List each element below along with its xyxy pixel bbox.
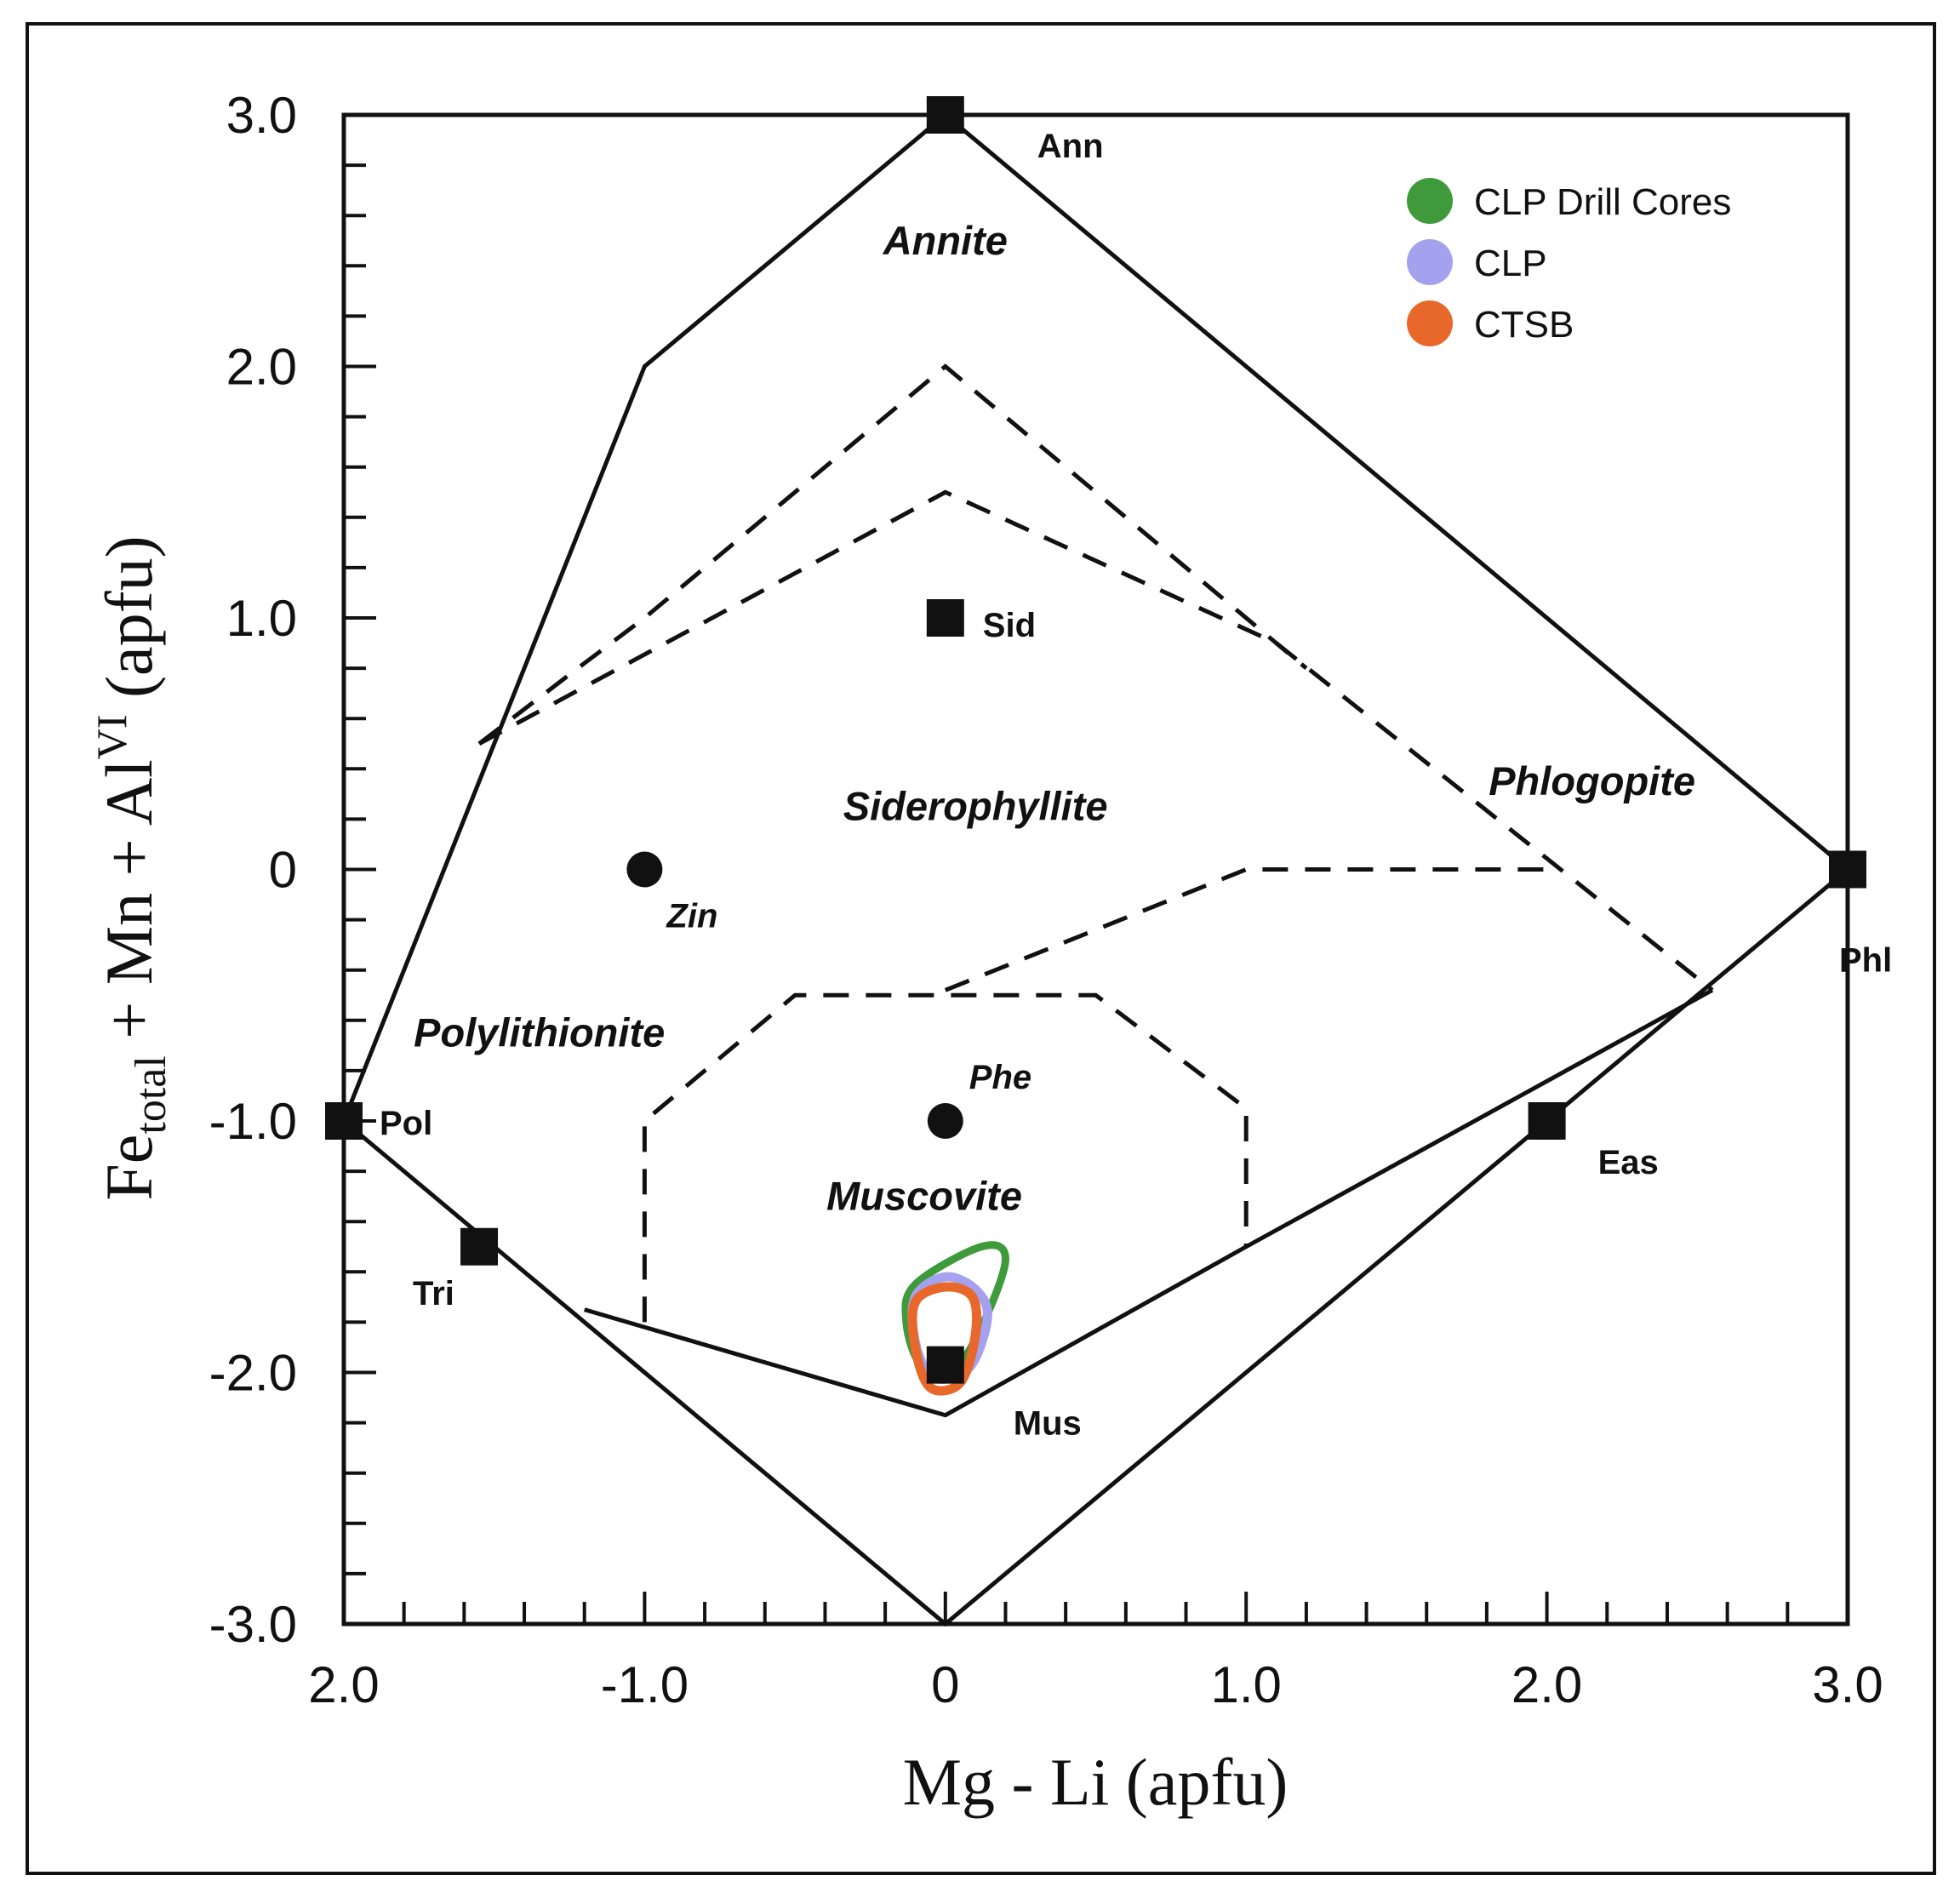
y-tick-label: -2.0: [209, 1345, 297, 1402]
dashed-boundary: [944, 867, 1547, 992]
x-tick-label: 0: [931, 1656, 959, 1713]
series-envelope-ctsb: [907, 1282, 982, 1396]
outer-boundary: [341, 111, 1851, 1627]
solid-boundary: [584, 988, 1714, 1418]
ann-label: Ann: [1037, 128, 1104, 165]
legend-swatch-clp: [1407, 239, 1453, 285]
x-tick-label: 2.0: [308, 1656, 379, 1713]
y-axis-title-sub: total: [127, 1055, 175, 1134]
zin-marker: [626, 851, 663, 888]
x-axis-title: Mg - Li (apfu): [903, 1745, 1289, 1819]
legend-label-ctsb: CTSB: [1474, 304, 1574, 346]
y-tick-label: -3.0: [209, 1596, 297, 1653]
tri-marker: [460, 1227, 499, 1266]
tri-label: Tri: [413, 1275, 454, 1312]
y-axis-title-mid: + Mn + Al: [92, 759, 166, 1055]
field-annite: Annite: [883, 218, 1008, 263]
figure-frame: [26, 22, 1936, 1875]
chart-labels: 2.0 -1.0 0 1.0 2.0 3.0 3.0 2.0 1.0 0 -1.0 -2.0 -3.0 A…: [209, 87, 1893, 1713]
sid-label: Sid: [983, 607, 1036, 644]
y-axis-title-base: Fe: [92, 1135, 166, 1201]
y-axis-title-sup: VI: [88, 714, 135, 759]
mus-marker: [926, 1346, 964, 1384]
field-boundaries: [341, 111, 1851, 1627]
data-series: [901, 1241, 1009, 1396]
x-tick-label: 2.0: [1511, 1656, 1582, 1713]
dashed-boundary: [642, 992, 1249, 1323]
field-polylithionite: Polylithionite: [414, 1010, 665, 1055]
x-tick-label: -1.0: [601, 1656, 689, 1713]
mus-label: Mus: [1014, 1405, 1082, 1443]
eas-label: Eas: [1598, 1144, 1659, 1181]
y-tick-label: 3.0: [226, 87, 297, 144]
y-axis-title: Fetotal + Mn + AlVI (apfu): [88, 535, 175, 1200]
y-tick-label: 1.0: [226, 590, 297, 647]
pol-label: Pol: [380, 1105, 432, 1142]
phl-label: Phl: [1839, 942, 1892, 980]
end-member-markers: [325, 96, 1866, 1384]
y-tick-label: -1.0: [209, 1093, 297, 1150]
phe-marker: [927, 1103, 963, 1139]
ann-marker: [926, 96, 964, 134]
zin-label: Zin: [666, 898, 717, 935]
y-axis-title-end: (apfu): [92, 535, 166, 714]
legend-swatch-ctsb: [1407, 300, 1453, 346]
y-tick-label: 2.0: [226, 339, 297, 396]
x-tick-label: 3.0: [1812, 1656, 1883, 1713]
phe-label: Phe: [969, 1059, 1031, 1096]
dashed-boundary: [477, 363, 1308, 746]
legend-label-clp: CLP: [1474, 243, 1547, 284]
x-tick-label: 1.0: [1210, 1656, 1281, 1713]
phl-marker: [1829, 850, 1866, 889]
field-muscovite: Muscovite: [826, 1174, 1022, 1219]
axis-ticks: [342, 113, 1849, 1626]
pol-marker: [325, 1102, 363, 1140]
legend: CLP Drill Cores CLP CTSB: [1407, 178, 1731, 346]
sid-marker: [926, 599, 964, 637]
legend-label-drill-cores: CLP Drill Cores: [1474, 181, 1731, 223]
dashed-boundary: [477, 489, 1714, 992]
field-phlogopite: Phlogopite: [1489, 758, 1695, 803]
y-tick-label: 0: [269, 842, 297, 899]
legend-swatch-drill-cores: [1407, 178, 1453, 224]
plot-frame: [341, 112, 1850, 1627]
field-siderophyllite: Siderophyllite: [843, 784, 1108, 829]
eas-marker: [1528, 1102, 1566, 1140]
